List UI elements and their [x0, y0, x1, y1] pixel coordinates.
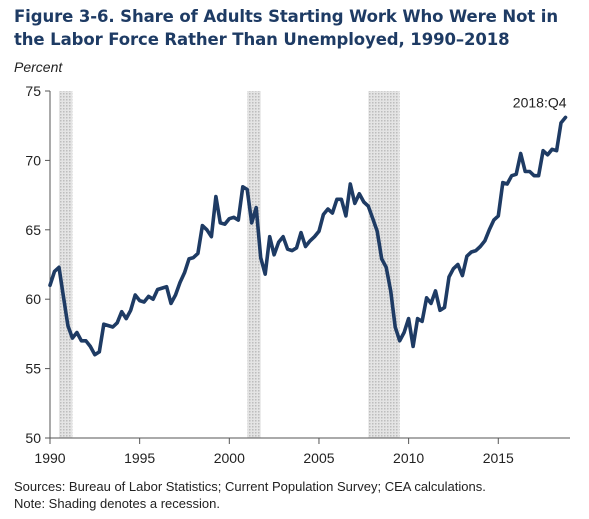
recession-note: Note: Shading denotes a recession. — [14, 496, 220, 511]
y-tick-label: 70 — [25, 152, 41, 168]
series-line — [48, 115, 568, 357]
recession-band-2 — [247, 91, 261, 438]
x-tick-label: 2005 — [303, 450, 334, 466]
y-axis-unit-label: Percent — [14, 59, 63, 75]
latest-point-annotation: 2018:Q4 — [513, 94, 567, 110]
chart-notes: Sources: Bureau of Labor Statistics; Cur… — [14, 478, 486, 512]
chart-title: Figure 3-6. Share of Adults Starting Wor… — [14, 7, 558, 49]
x-tick-label: 2015 — [483, 450, 514, 466]
x-tick-label: 2000 — [214, 450, 245, 466]
sources-note: Sources: Bureau of Labor Statistics; Cur… — [14, 479, 486, 494]
recession-band-1 — [58, 91, 73, 438]
x-tick-label: 1990 — [34, 450, 65, 466]
y-tick-label: 60 — [25, 291, 41, 307]
y-tick-label: 75 — [25, 83, 41, 99]
x-tick-label: 1995 — [124, 450, 155, 466]
y-tick-label: 50 — [25, 430, 41, 446]
y-tick-label: 65 — [25, 222, 41, 238]
y-tick-label: 55 — [25, 361, 41, 377]
x-tick-label: 2010 — [393, 450, 424, 466]
